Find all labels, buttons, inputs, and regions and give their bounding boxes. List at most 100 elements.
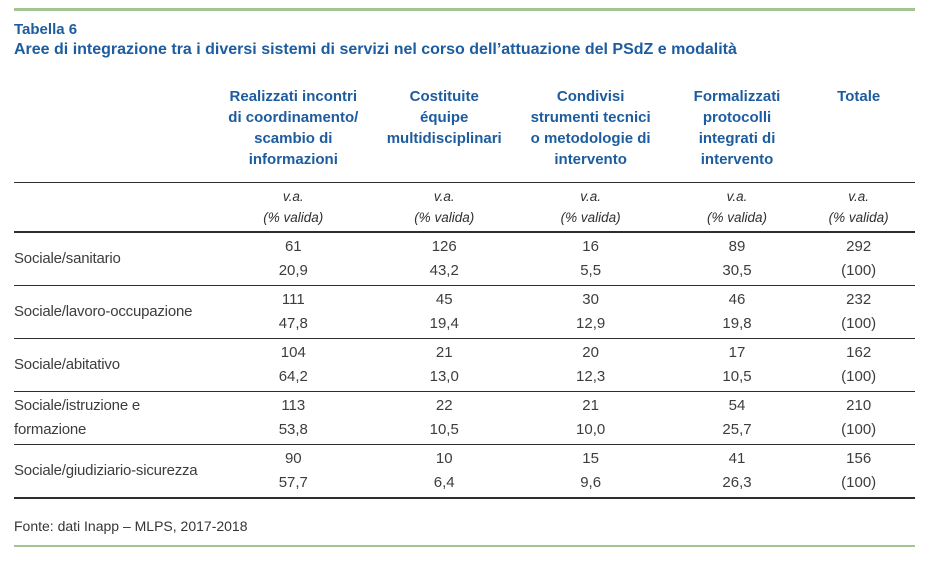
- cell-pct: (100): [841, 474, 877, 491]
- column-header-equipe: Costituite équipe multidisciplinari: [386, 88, 502, 147]
- column-header-protocolli: Formalizzati protocolli integrati di int…: [693, 88, 781, 168]
- cell-pct: 19,8: [722, 315, 752, 332]
- cell-va: 46: [728, 291, 746, 308]
- va-label: v.a.: [282, 189, 304, 204]
- cell-va: 89: [728, 238, 746, 255]
- cell-va: 54: [728, 397, 746, 414]
- cell-va: 22: [435, 397, 453, 414]
- cell-va: 126: [431, 238, 457, 255]
- row-label: Sociale/lavoro-occupazione: [14, 303, 193, 320]
- table-number-label: Tabella 6: [14, 21, 78, 38]
- cell-pct: 10,5: [722, 368, 752, 385]
- cell-va: 61: [284, 238, 302, 255]
- cell-pct: (100): [841, 368, 877, 385]
- table-row-sociale-lavoro: Sociale/lavoro-occupazione 111 47,8 45 1…: [14, 285, 915, 339]
- pct-label: (% valida): [707, 210, 768, 225]
- cell-va: 90: [284, 450, 302, 467]
- pct-label: (% valida): [828, 210, 889, 225]
- column-header-incontri: Realizzati incontri di coordinamento/ sc…: [228, 88, 359, 168]
- cell-va: 10: [435, 450, 453, 467]
- cell-va: 45: [435, 291, 453, 308]
- data-cell: 46 19,8: [672, 286, 803, 339]
- data-cell: 41 26,3: [672, 445, 803, 499]
- cell-pct: 47,8: [278, 315, 308, 332]
- data-cell: 16 5,5: [510, 232, 672, 286]
- measure-header-cell: v.a. (% valida): [671, 182, 803, 232]
- table-header: Realizzati incontri di coordinamento/ sc…: [14, 86, 915, 232]
- data-cell: 21 10,0: [510, 392, 672, 445]
- table-row-sociale-istruzione: Sociale/istruzione e formazione 113 53,8…: [14, 391, 915, 445]
- cell-va: 20: [582, 344, 599, 361]
- pct-label: (% valida): [414, 210, 475, 225]
- data-cell: 232 (100): [802, 286, 915, 339]
- data-cell: 17 10,5: [672, 339, 803, 392]
- row-label: Sociale/abitativo: [14, 356, 120, 373]
- row-label: Sociale/istruzione e formazione: [14, 397, 141, 438]
- column-header-strumenti: Condivisi strumenti tecnici o metodologi…: [530, 88, 651, 168]
- bottom-divider-rule: [14, 545, 915, 547]
- measure-header-cell: v.a. (% valida): [378, 182, 510, 232]
- cell-va: 15: [582, 450, 599, 467]
- page-title: Aree di integrazione tra i diversi siste…: [14, 41, 737, 58]
- cell-pct: 53,8: [278, 421, 308, 438]
- cell-pct: 25,7: [722, 421, 752, 438]
- cell-va: 104: [280, 344, 306, 361]
- data-cell: 10 6,4: [379, 445, 510, 499]
- va-label: v.a.: [848, 189, 870, 204]
- column-header-row: Realizzati incontri di coordinamento/ sc…: [14, 86, 915, 183]
- data-cell: 162 (100): [802, 339, 915, 392]
- data-cell: 156 (100): [802, 445, 915, 499]
- cell-pct: 30,5: [722, 262, 752, 279]
- cell-pct: 13,0: [429, 368, 459, 385]
- integration-areas-table: Realizzati incontri di coordinamento/ sc…: [14, 86, 915, 499]
- cell-pct: 20,9: [278, 262, 308, 279]
- pct-label: (% valida): [263, 210, 324, 225]
- data-cell: 54 25,7: [672, 392, 803, 445]
- row-label: Sociale/sanitario: [14, 250, 121, 267]
- measure-header-cell: v.a. (% valida): [802, 182, 915, 232]
- source-note: Fonte: dati Inapp – MLPS, 2017-2018: [14, 518, 248, 534]
- data-cell: 111 47,8: [208, 286, 379, 339]
- row-label: Sociale/giudiziario-sicurezza: [14, 462, 198, 479]
- cell-pct: (100): [841, 315, 877, 332]
- va-label: v.a.: [726, 189, 748, 204]
- top-divider-rule: [14, 8, 915, 11]
- data-cell: 30 12,9: [510, 286, 672, 339]
- cell-pct: 10,5: [429, 421, 459, 438]
- cell-pct: 43,2: [429, 262, 459, 279]
- column-header-totale: Totale: [837, 88, 881, 105]
- data-cell: 113 53,8: [208, 392, 379, 445]
- data-cell: 90 57,7: [208, 445, 379, 499]
- cell-va: 41: [728, 450, 746, 467]
- cell-pct: 19,4: [429, 315, 459, 332]
- cell-pct: 12,9: [576, 315, 606, 332]
- cell-va: 17: [728, 344, 746, 361]
- cell-va: 162: [846, 344, 872, 361]
- cell-va: 156: [846, 450, 872, 467]
- cell-va: 113: [281, 397, 306, 414]
- data-cell: 15 9,6: [510, 445, 672, 499]
- data-cell: 126 43,2: [379, 232, 510, 286]
- measure-header-cell: v.a. (% valida): [207, 182, 379, 232]
- pct-label: (% valida): [560, 210, 621, 225]
- cell-va: 21: [435, 344, 453, 361]
- cell-pct: (100): [841, 262, 877, 279]
- corner-cell: [14, 182, 208, 232]
- measure-header-row: v.a. (% valida) v.a. (% valida) v.a. (% …: [14, 182, 915, 232]
- table-row-sociale-sanitario: Sociale/sanitario 61 20,9 126 43,2 16 5,…: [14, 232, 915, 286]
- cell-va: 292: [846, 238, 872, 255]
- cell-pct: 6,4: [433, 474, 455, 491]
- cell-pct: (100): [841, 421, 877, 438]
- cell-va: 21: [582, 397, 599, 414]
- data-cell: 61 20,9: [208, 232, 379, 286]
- cell-pct: 5,5: [580, 262, 602, 279]
- data-cell: 292 (100): [802, 232, 915, 286]
- va-label: v.a.: [433, 189, 455, 204]
- cell-pct: 12,3: [576, 368, 606, 385]
- table-row-sociale-giudiziario: Sociale/giudiziario-sicurezza 90 57,7 10…: [14, 444, 915, 499]
- data-cell: 210 (100): [802, 392, 915, 445]
- cell-pct: 64,2: [278, 368, 308, 385]
- measure-header-cell: v.a. (% valida): [509, 182, 672, 232]
- cell-pct: 57,7: [278, 474, 308, 491]
